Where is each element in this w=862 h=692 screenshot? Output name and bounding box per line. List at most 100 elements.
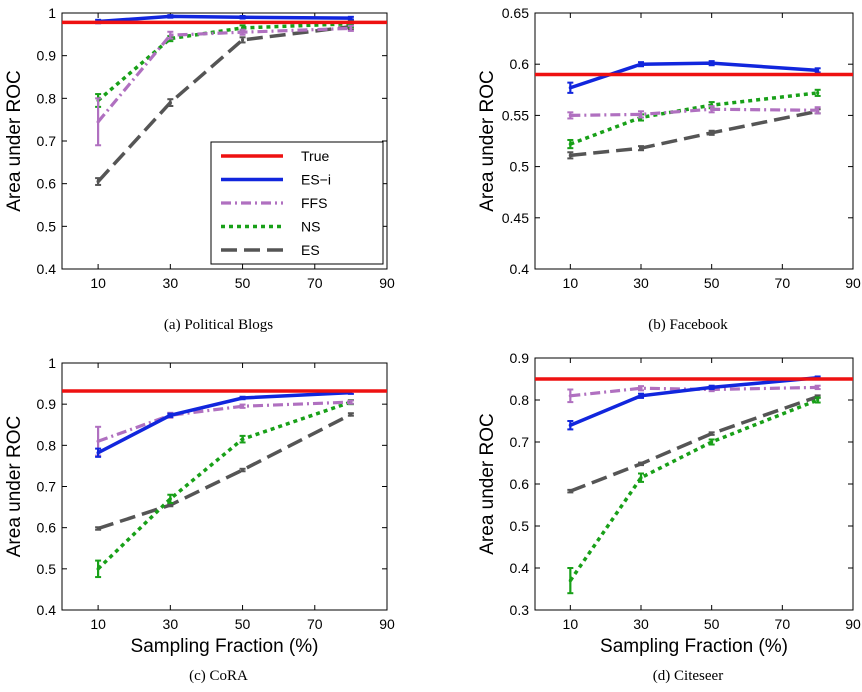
x-tick-label: 10 xyxy=(90,616,106,632)
series-line xyxy=(96,24,352,183)
data-point xyxy=(568,113,572,117)
data-point xyxy=(816,108,820,112)
y-tick-label: 0.45 xyxy=(502,210,529,226)
data-point xyxy=(240,404,245,408)
series-line xyxy=(96,26,351,123)
data-point xyxy=(168,497,172,501)
legend-label: True xyxy=(301,148,329,164)
data-point xyxy=(816,91,820,95)
series-es xyxy=(567,108,821,160)
data-point xyxy=(816,68,820,72)
data-point xyxy=(168,503,172,507)
series-line xyxy=(96,400,352,571)
series-ffs xyxy=(95,24,354,147)
data-point xyxy=(96,439,100,443)
data-point xyxy=(96,451,100,455)
data-point xyxy=(710,385,714,389)
data-point xyxy=(96,120,100,124)
series-line xyxy=(97,390,351,455)
legend-box xyxy=(210,141,384,265)
subplot-4: 10 30 50 70 90 0.3 0.4 0.5 0.6 0.7 0.8 0.9 Area unde… xyxy=(477,350,861,684)
subplot-3: 10 30 50 70 90 0.4 0.5 0.6 0.7 0.8 0.9 1 Area under … xyxy=(4,355,395,684)
data-point xyxy=(710,440,714,444)
data-point xyxy=(568,153,572,157)
y-tick-label: 0.8 xyxy=(37,90,57,106)
data-point xyxy=(568,394,572,398)
y-tick-label: 0.9 xyxy=(37,396,57,412)
x-tick-label: 50 xyxy=(235,275,251,291)
y-tick-label: 0.3 xyxy=(510,602,530,618)
x-tick-label: 30 xyxy=(163,616,179,632)
y-tick-label: 0.4 xyxy=(510,560,530,576)
data-point xyxy=(710,61,714,65)
y-tick-label: 0.55 xyxy=(502,107,529,123)
data-point xyxy=(240,437,245,441)
series-ns xyxy=(95,399,354,579)
y-axis-label: Area under ROC xyxy=(477,70,498,212)
subplot-caption: (d) Citeseer xyxy=(653,668,723,684)
data-point xyxy=(710,131,714,135)
plot-area xyxy=(61,362,388,611)
legend-label: NS xyxy=(301,219,320,235)
subplot-1: 10 30 50 70 90 0.4 0.5 0.6 0.7 0.8 0.9 1 Area under … xyxy=(4,5,395,333)
legend-label: ES−i xyxy=(301,172,331,188)
data-point xyxy=(710,432,714,436)
x-tick-label: 50 xyxy=(235,616,251,632)
data-point xyxy=(639,112,643,116)
y-tick-label: 0.7 xyxy=(510,434,530,450)
y-axis-label: Area under ROC xyxy=(4,70,25,212)
series-line xyxy=(97,400,351,443)
data-point xyxy=(568,86,572,90)
y-tick-label: 0.5 xyxy=(37,561,57,577)
series-esi xyxy=(567,375,821,431)
y-tick-label: 0.8 xyxy=(37,437,57,453)
data-point xyxy=(639,62,643,66)
data-point xyxy=(240,30,245,34)
y-tick-label: 0.7 xyxy=(37,133,57,149)
x-tick-label: 30 xyxy=(163,275,179,291)
data-point xyxy=(168,14,172,19)
data-point xyxy=(349,400,353,404)
series-line xyxy=(569,375,818,427)
series-ns xyxy=(567,396,821,595)
legend: True ES−i FFS NS ES xyxy=(210,141,384,265)
data-point xyxy=(639,146,643,150)
series-line xyxy=(570,107,818,117)
y-tick-label: 0.8 xyxy=(510,392,530,408)
y-tick-label: 0.4 xyxy=(37,602,57,618)
data-point xyxy=(568,423,572,427)
y-tick-label: 0.4 xyxy=(510,261,530,277)
series-line xyxy=(97,14,351,24)
data-point xyxy=(639,386,643,390)
x-tick-label: 70 xyxy=(775,275,791,291)
subplot-caption: (b) Facebook xyxy=(648,317,728,333)
x-axis-label: Sampling Fraction (%) xyxy=(131,636,319,657)
data-point xyxy=(96,179,100,184)
y-tick-label: 0.6 xyxy=(37,176,57,192)
data-point xyxy=(168,33,172,37)
data-point xyxy=(710,107,714,111)
y-tick-label: 0.9 xyxy=(37,48,57,64)
data-point xyxy=(240,38,245,42)
x-tick-label: 90 xyxy=(379,616,395,632)
series-line xyxy=(570,109,819,158)
x-tick-label: 70 xyxy=(307,275,323,291)
x-tick-label: 90 xyxy=(379,275,395,291)
x-tick-label: 10 xyxy=(563,275,579,291)
data-point xyxy=(96,567,100,571)
subplot-caption: (a) Political Blogs xyxy=(164,317,273,333)
y-axis-label: Area under ROC xyxy=(477,413,498,555)
x-tick-label: 70 xyxy=(307,616,323,632)
y-tick-label: 0.6 xyxy=(37,520,57,536)
subplot-caption: (c) CoRA xyxy=(189,668,248,684)
y-tick-label: 0.6 xyxy=(510,476,530,492)
x-tick-label: 30 xyxy=(633,275,649,291)
legend-label: FFS xyxy=(301,195,327,211)
x-tick-label: 30 xyxy=(633,616,649,632)
data-point xyxy=(240,468,245,472)
data-point xyxy=(639,462,643,466)
data-point xyxy=(349,26,353,30)
plot-area xyxy=(534,357,854,611)
data-point xyxy=(349,412,353,417)
